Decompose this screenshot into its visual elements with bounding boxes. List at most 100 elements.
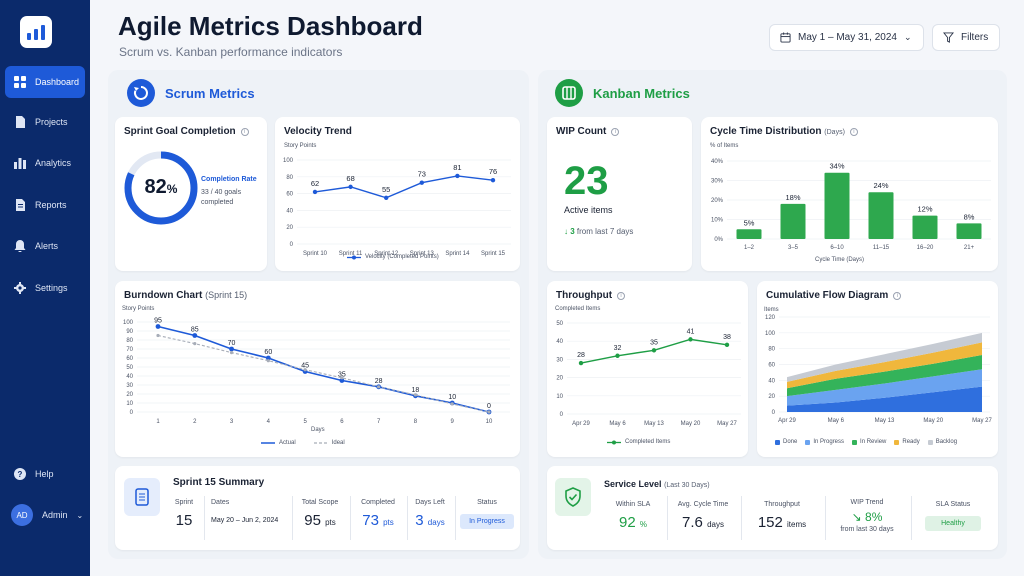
app-logo-icon[interactable] [20, 16, 52, 48]
bar [912, 215, 938, 239]
data-point [193, 342, 197, 346]
divider [741, 496, 742, 540]
x-tick-label: 2 [193, 419, 197, 425]
series-line-Velocity (Completed Points) [314, 175, 494, 199]
data-point [229, 351, 234, 355]
legend-swatch [927, 439, 933, 445]
days-left-unit: days [427, 518, 445, 527]
x-tick-label: 7 [377, 419, 381, 425]
data-label: 18% [785, 193, 800, 202]
y-tick-label: 90 [126, 329, 133, 335]
sla-label: Within SLA [615, 501, 651, 508]
sidebar-item-label: Dashboard [35, 77, 80, 87]
series-line-Actual [157, 325, 490, 413]
data-point [490, 177, 496, 183]
legend-item: Done [775, 439, 797, 445]
completed-label: Completed [361, 499, 395, 506]
service-wip-trend: WIP Trend ↘ 8% from last 30 days [829, 499, 905, 533]
x-tick-label: 10 [486, 419, 493, 425]
days-left-value: 3 [415, 512, 424, 529]
data-label: 35 [650, 339, 658, 346]
axis-label: Days [311, 427, 325, 433]
data-point [340, 376, 344, 380]
info-icon[interactable]: i [849, 128, 858, 136]
sidebar-item-alerts[interactable]: Alerts [5, 230, 85, 262]
sidebar-item-analytics[interactable]: Analytics [5, 147, 85, 179]
completed-unit: pts [383, 518, 394, 527]
velocity-card: Velocity Trend Story Points 0 20 40 60 80 100… [275, 117, 520, 271]
service-level-card: Service Level (Last 30 Days) Within SLA 9… [547, 466, 998, 550]
data-point [229, 346, 234, 352]
y-tick-label: 120 [765, 315, 776, 321]
x-tick-label: 1–2 [744, 245, 755, 251]
sidebar-item-help[interactable]: ? Help [5, 458, 85, 490]
divider [911, 496, 912, 540]
area-ready [787, 342, 982, 389]
y-tick-label: 20 [126, 392, 133, 398]
sidebar-item-dashboard[interactable]: Dashboard [5, 66, 85, 98]
x-tick-label: Sprint 12 [374, 251, 399, 257]
filters-label: Filters [961, 32, 989, 43]
date-range-value: May 1 – May 31, 2024 [798, 32, 897, 43]
chevron-down-icon: ⌄ [903, 32, 912, 42]
throughput-card: Throughput i Completed Items 0 10 20 30 40 50 A… [547, 281, 748, 457]
wip-trend-label: WIP Trend [850, 499, 884, 506]
refresh-cycle-icon [127, 79, 155, 107]
legend-swatch [805, 439, 811, 445]
service-title-text: Service Level [604, 479, 662, 489]
legend-line-icon [313, 442, 328, 444]
filters-button[interactable]: Filters [932, 24, 1000, 51]
info-icon[interactable]: i [617, 292, 626, 300]
sidebar-item-label: Reports [35, 200, 67, 210]
date-range-picker[interactable]: May 1 – May 31, 2024 ⌄ [769, 24, 924, 51]
cycle-time-card: Cycle Time Distribution (Days) i % of Ite… [701, 117, 998, 271]
legend-swatch [894, 439, 900, 445]
axis-label: Items [764, 307, 779, 313]
card-title: Throughput [556, 290, 613, 301]
user-name: Admin [42, 510, 68, 520]
card-subtitle: (Days) [824, 129, 845, 136]
legend-label: Completed Items [625, 439, 671, 445]
legend-swatch [852, 439, 858, 445]
wip-label: Active items [564, 205, 613, 215]
filter-icon [943, 32, 954, 43]
axis-label: % of Items [710, 143, 739, 149]
data-label: 60 [264, 349, 272, 356]
summary-scope: Total Scope 95 pts [295, 499, 345, 529]
info-icon[interactable]: i [611, 128, 620, 136]
chart-legend: Done In Progress In Review Ready Backlog [775, 439, 957, 445]
data-point [455, 173, 460, 179]
info-icon[interactable]: i [893, 292, 902, 300]
x-tick-label: May 6 [828, 418, 845, 424]
sidebar-item-reports[interactable]: Reports [5, 189, 85, 221]
x-tick-label: Apr 29 [778, 418, 796, 424]
wip-change-text: from last 7 days [576, 227, 634, 236]
dates-label: Dates [211, 499, 230, 506]
x-tick-label: Sprint 14 [445, 251, 470, 257]
projects-icon [16, 116, 25, 128]
legend-item: In Review [852, 439, 886, 445]
x-tick-label: 9 [451, 419, 455, 425]
help-icon: ? [14, 468, 26, 480]
legend-item: In Progress [805, 439, 844, 445]
avg-cycle-value: 7.6 [682, 514, 703, 531]
sidebar-item-projects[interactable]: Projects [5, 106, 85, 138]
data-point [192, 333, 198, 338]
legend-line-icon [261, 442, 275, 444]
sidebar-item-label: Help [35, 469, 54, 479]
sidebar-item-settings[interactable]: Settings [5, 272, 85, 304]
x-tick-label: May 13 [644, 421, 664, 427]
y-tick-label: 30 [556, 357, 563, 363]
data-point [303, 368, 307, 372]
kanban-header: Kanban Metrics [555, 79, 690, 107]
y-tick-label: 0 [560, 412, 564, 418]
y-tick-label: 0 [130, 410, 134, 416]
user-menu[interactable]: AD Admin ⌄ [5, 499, 85, 531]
y-tick-label: 80 [286, 175, 293, 181]
info-icon[interactable]: i [240, 128, 249, 136]
data-label: 70 [228, 340, 236, 347]
dates-value: May 20 – Jun 2, 2024 [211, 517, 279, 524]
completion-detail: 33 / 40 goals [201, 189, 242, 196]
page-title: Agile Metrics Dashboard [118, 11, 423, 41]
calendar-icon [780, 32, 791, 43]
